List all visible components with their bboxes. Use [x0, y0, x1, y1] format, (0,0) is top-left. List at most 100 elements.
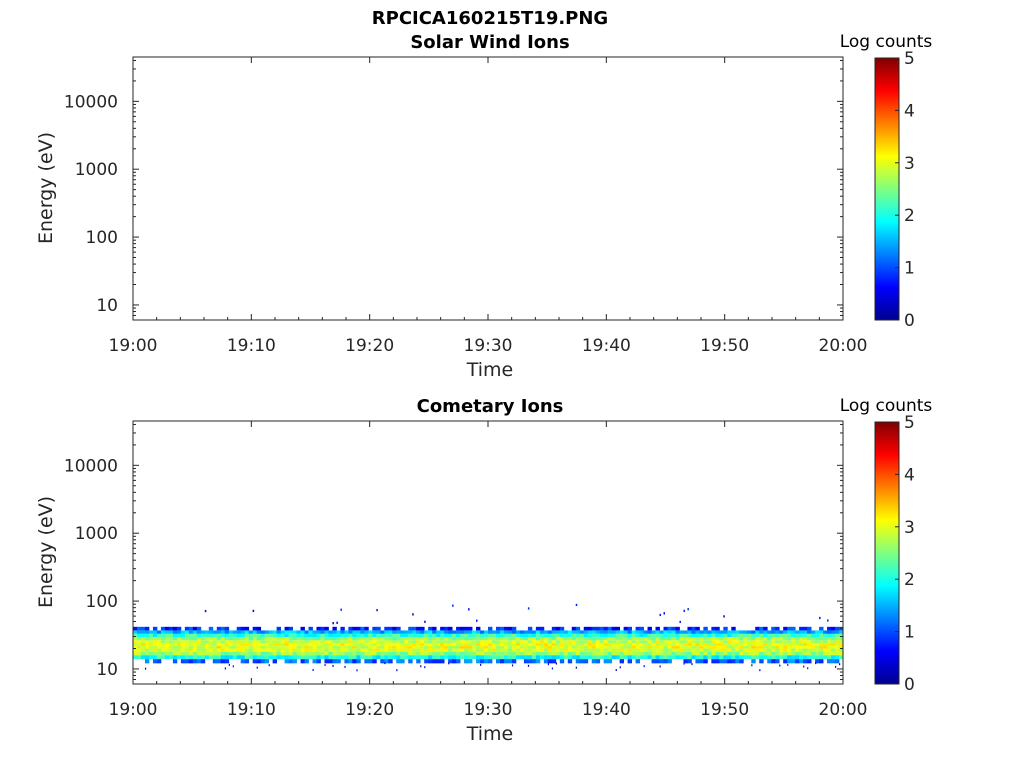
spectrogram-cell [264, 630, 270, 634]
solar-wind-colorbar [874, 57, 900, 321]
spectrogram-cell [212, 643, 218, 646]
spectrogram-cell [791, 637, 796, 641]
spectrogram-cell [476, 648, 481, 652]
spectrogram-cell [759, 655, 764, 660]
spectrogram-cell [216, 651, 222, 656]
spectrogram-cell [376, 655, 381, 660]
spectrogram-cell [671, 640, 676, 644]
spectrogram-cell [515, 633, 521, 638]
spectrogram-cell [392, 651, 397, 656]
spectrogram-cell [280, 655, 285, 660]
spectrogram-cell [144, 655, 150, 660]
spectrogram-cell [491, 643, 497, 646]
spectrogram-cell [256, 659, 262, 664]
spectrogram-cell [156, 643, 162, 646]
spectrogram-cell [639, 637, 644, 641]
spectrogram-cell [691, 637, 696, 641]
spectrogram-cell [184, 637, 190, 641]
spectrogram-cell [192, 643, 198, 646]
spectrogram-cell [420, 640, 425, 644]
spectrogram-cell [731, 659, 736, 664]
spectrogram-cell [444, 630, 449, 634]
spectrogram-speckle [839, 663, 841, 666]
spectrogram-cell [200, 659, 206, 664]
spectrogram-cell [340, 655, 345, 660]
spectrogram-cell [731, 648, 736, 652]
spectrogram-cell [627, 626, 632, 631]
spectrogram-cell [739, 640, 744, 644]
spectrogram-cell [148, 655, 154, 660]
spectrogram-cell [400, 645, 405, 649]
spectrogram-cell [707, 640, 712, 644]
cometary-xtick-label: 19:00 [109, 700, 158, 720]
spectrogram-cell [543, 648, 549, 652]
spectrogram-cell [316, 655, 321, 660]
spectrogram-cell [679, 643, 684, 646]
spectrogram-cell [212, 637, 218, 641]
spectrogram-cell [428, 643, 433, 646]
spectrogram-cell [783, 626, 788, 631]
spectrogram-cell [324, 645, 329, 649]
spectrogram-cell [839, 626, 844, 631]
spectrogram-cell [452, 637, 457, 641]
spectrogram-cell [256, 648, 262, 652]
spectrogram-cell [252, 637, 258, 641]
spectrogram-cell [408, 655, 413, 660]
spectrogram-cell [324, 648, 329, 652]
spectrogram-cell [452, 630, 457, 634]
spectrogram-cell [436, 630, 441, 634]
spectrogram-cell [727, 655, 732, 660]
spectrogram-cell [507, 651, 513, 656]
spectrogram-speckle [787, 663, 789, 666]
spectrogram-cell [643, 648, 648, 652]
spectrogram-cell [176, 643, 182, 646]
spectrogram-cell [579, 645, 585, 649]
spectrogram-cell [476, 643, 481, 646]
spectrogram-cell [376, 637, 381, 641]
spectrogram-cell [803, 659, 808, 664]
spectrogram-cell [364, 645, 369, 649]
spectrogram-cell [675, 630, 680, 634]
spectrogram-cell [488, 637, 493, 641]
spectrogram-cell [675, 643, 680, 646]
spectrogram-cell [324, 626, 329, 631]
spectrogram-cell [360, 633, 365, 638]
spectrogram-cell [727, 637, 732, 641]
spectrogram-cell [755, 655, 760, 660]
spectrogram-cell [831, 645, 836, 649]
spectrogram-cell [172, 655, 178, 660]
spectrogram-cell [188, 640, 194, 644]
spectrogram-cell [212, 645, 218, 649]
spectrogram-speckle [376, 608, 378, 612]
spectrogram-cell [583, 655, 589, 660]
spectrogram-cell [663, 659, 668, 664]
spectrogram-speckle [228, 663, 230, 666]
solar-wind-xlabel: Time [466, 359, 514, 381]
spectrogram-cell [360, 655, 365, 660]
spectrogram-cell [476, 637, 481, 641]
spectrogram-cell [476, 630, 481, 634]
spectrogram-cell [396, 655, 401, 660]
spectrogram-cell [480, 640, 485, 644]
spectrogram-cell [228, 630, 234, 634]
spectrogram-cell [651, 659, 656, 664]
spectrogram-cell [779, 640, 784, 644]
spectrogram-cell [663, 655, 668, 660]
spectrogram-cell [683, 651, 688, 656]
spectrogram-cell [807, 645, 812, 649]
spectrogram-cell [396, 630, 401, 634]
spectrogram-cell [484, 659, 489, 664]
spectrogram-cell [236, 640, 242, 644]
spectrogram-cell [244, 645, 250, 649]
spectrogram-cell [200, 630, 206, 634]
spectrogram-cell [795, 651, 800, 656]
spectrogram-cell [767, 643, 772, 646]
spectrogram-cell [488, 626, 493, 631]
spectrogram-cell [260, 651, 266, 656]
spectrogram-cell [791, 630, 796, 634]
spectrogram-speckle [691, 663, 693, 666]
spectrogram-cell [192, 659, 198, 664]
spectrogram-cell [655, 630, 660, 634]
spectrogram-cell [412, 648, 417, 652]
spectrogram-cell [539, 633, 545, 638]
